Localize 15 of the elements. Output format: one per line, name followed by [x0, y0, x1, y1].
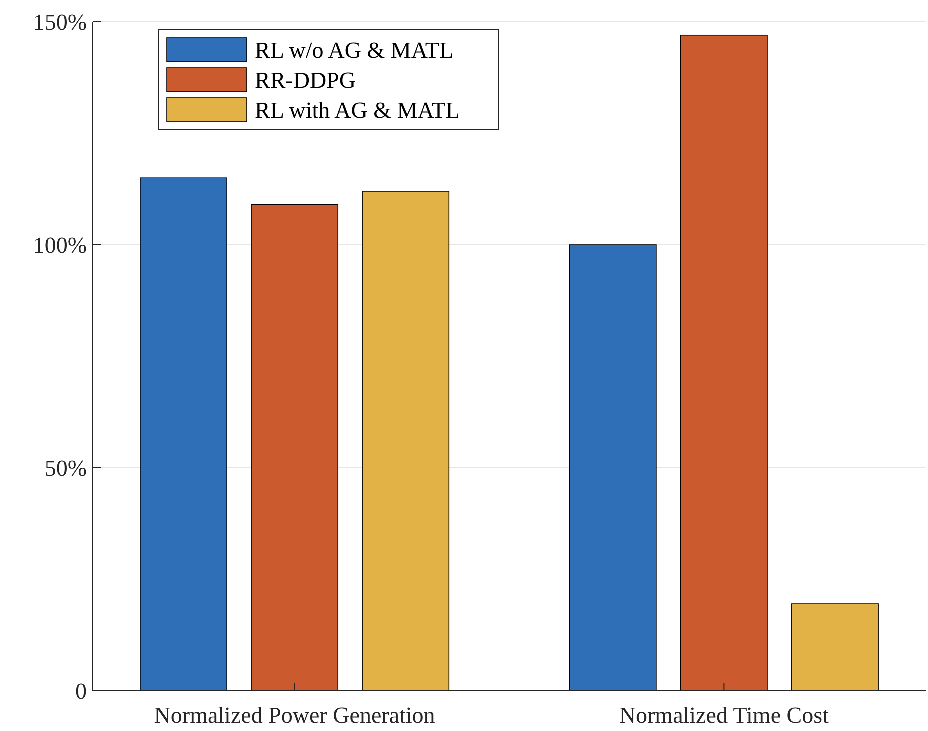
- legend-label: RL w/o AG & MATL: [255, 38, 454, 64]
- x-tick-label: Normalized Time Cost: [619, 703, 830, 728]
- bar: [362, 191, 450, 692]
- bar: [251, 204, 339, 692]
- bar: [680, 34, 768, 692]
- y-tick-label: 150%: [33, 10, 87, 36]
- bar: [140, 178, 228, 692]
- legend-label: RL with AG & MATL: [255, 98, 460, 124]
- y-tick-label: 100%: [33, 233, 87, 258]
- bar: [569, 244, 657, 692]
- legend-label: RR-DDPG: [255, 68, 356, 94]
- bar: [792, 604, 879, 692]
- x-tick-label: Normalized Power Generation: [154, 703, 436, 728]
- y-tick-label: 50%: [44, 456, 87, 482]
- y-tick-label: 0: [76, 679, 87, 704]
